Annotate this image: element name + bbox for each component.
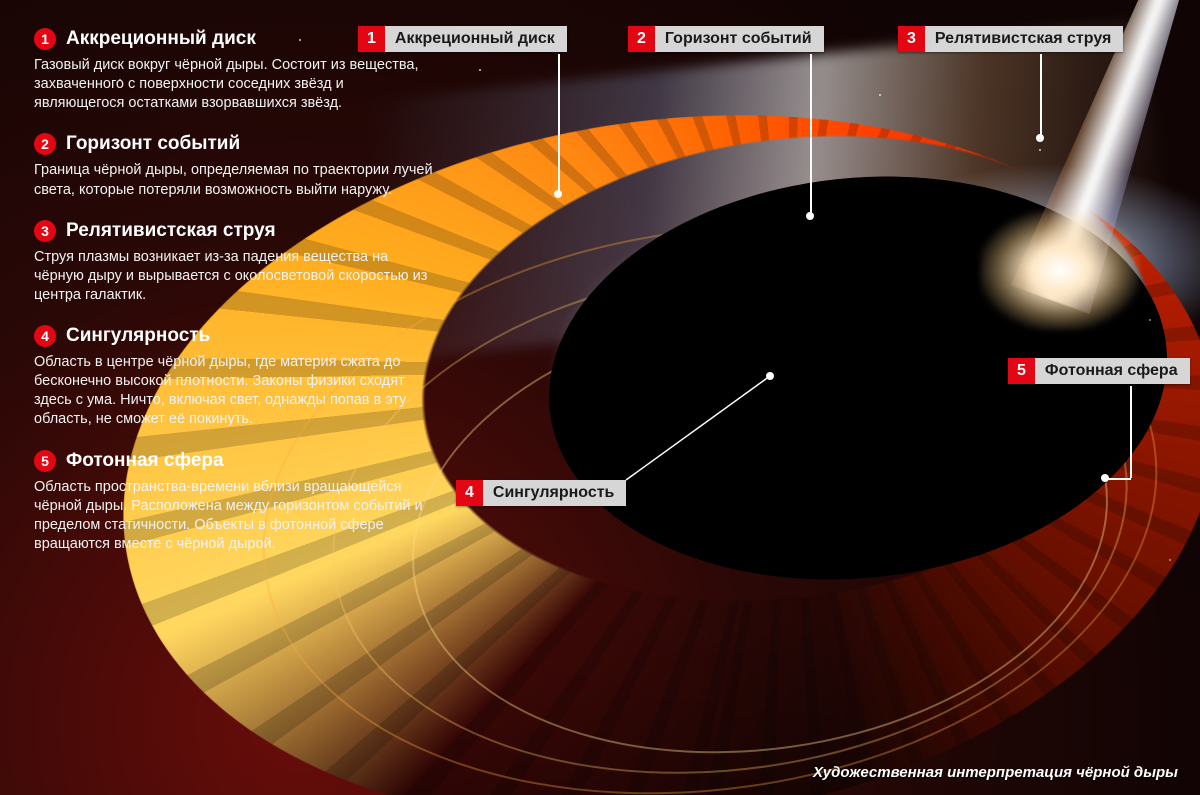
legend-item-4: 4 Сингулярность Область в центре чёрной … <box>34 325 434 430</box>
callout-num: 4 <box>456 480 483 506</box>
leader-dot <box>1036 134 1044 142</box>
callout-2: 2 Горизонт событий <box>628 26 824 52</box>
image-caption: Художественная интерпретация чёрной дыры <box>813 764 1178 781</box>
legend-badge: 4 <box>34 325 56 347</box>
callout-4: 4 Сингулярность <box>456 480 626 506</box>
legend-badge: 1 <box>34 28 56 50</box>
legend-badge: 3 <box>34 220 56 242</box>
callout-label: Релятивистская струя <box>925 26 1123 52</box>
legend-body: Струя плазмы возникает из-за падения вещ… <box>34 248 434 305</box>
callout-label: Фотонная сфера <box>1035 358 1190 384</box>
legend-title-text: Горизонт событий <box>66 133 240 155</box>
callout-5: 5 Фотонная сфера <box>1008 358 1190 384</box>
legend-title-text: Фотонная сфера <box>66 450 224 472</box>
jet-glare <box>980 210 1140 330</box>
legend-title: 4 Сингулярность <box>34 325 434 347</box>
leader-line <box>558 54 560 194</box>
leader-dot <box>806 212 814 220</box>
callout-3: 3 Релятивистская струя <box>898 26 1123 52</box>
legend-badge: 5 <box>34 450 56 472</box>
leader-line <box>1040 54 1042 138</box>
callout-num: 5 <box>1008 358 1035 384</box>
legend-body: Газовый диск вокруг чёрной дыры. Состоит… <box>34 56 434 113</box>
legend-badge: 2 <box>34 133 56 155</box>
callout-1: 1 Аккреционный диск <box>358 26 567 52</box>
legend-title-text: Релятивистская струя <box>66 220 276 242</box>
leader-dot <box>1101 474 1109 482</box>
callout-label: Сингулярность <box>483 480 626 506</box>
legend-body: Область пространства-времени вблизи вращ… <box>34 478 434 555</box>
infographic-stage: 1 Аккреционный диск Газовый диск вокруг … <box>0 0 1200 795</box>
legend-column: 1 Аккреционный диск Газовый диск вокруг … <box>34 28 434 574</box>
legend-title-text: Сингулярность <box>66 325 210 347</box>
callout-label: Горизонт событий <box>655 26 824 52</box>
legend-item-5: 5 Фотонная сфера Область пространства-вр… <box>34 450 434 555</box>
legend-title: 5 Фотонная сфера <box>34 450 434 472</box>
callout-label: Аккреционный диск <box>385 26 567 52</box>
callout-num: 2 <box>628 26 655 52</box>
legend-title: 2 Горизонт событий <box>34 133 434 155</box>
callout-num: 3 <box>898 26 925 52</box>
legend-title-text: Аккреционный диск <box>66 28 256 50</box>
leader-dot <box>554 190 562 198</box>
legend-body: Область в центре чёрной дыры, где матери… <box>34 353 434 430</box>
legend-item-2: 2 Горизонт событий Граница чёрной дыры, … <box>34 133 434 199</box>
legend-item-3: 3 Релятивистская струя Струя плазмы возн… <box>34 220 434 305</box>
leader-line <box>1130 386 1132 478</box>
legend-title: 3 Релятивистская струя <box>34 220 434 242</box>
leader-line <box>810 54 812 216</box>
leader-dot <box>766 372 774 380</box>
legend-body: Граница чёрной дыры, определяемая по тра… <box>34 161 434 199</box>
callout-num: 1 <box>358 26 385 52</box>
